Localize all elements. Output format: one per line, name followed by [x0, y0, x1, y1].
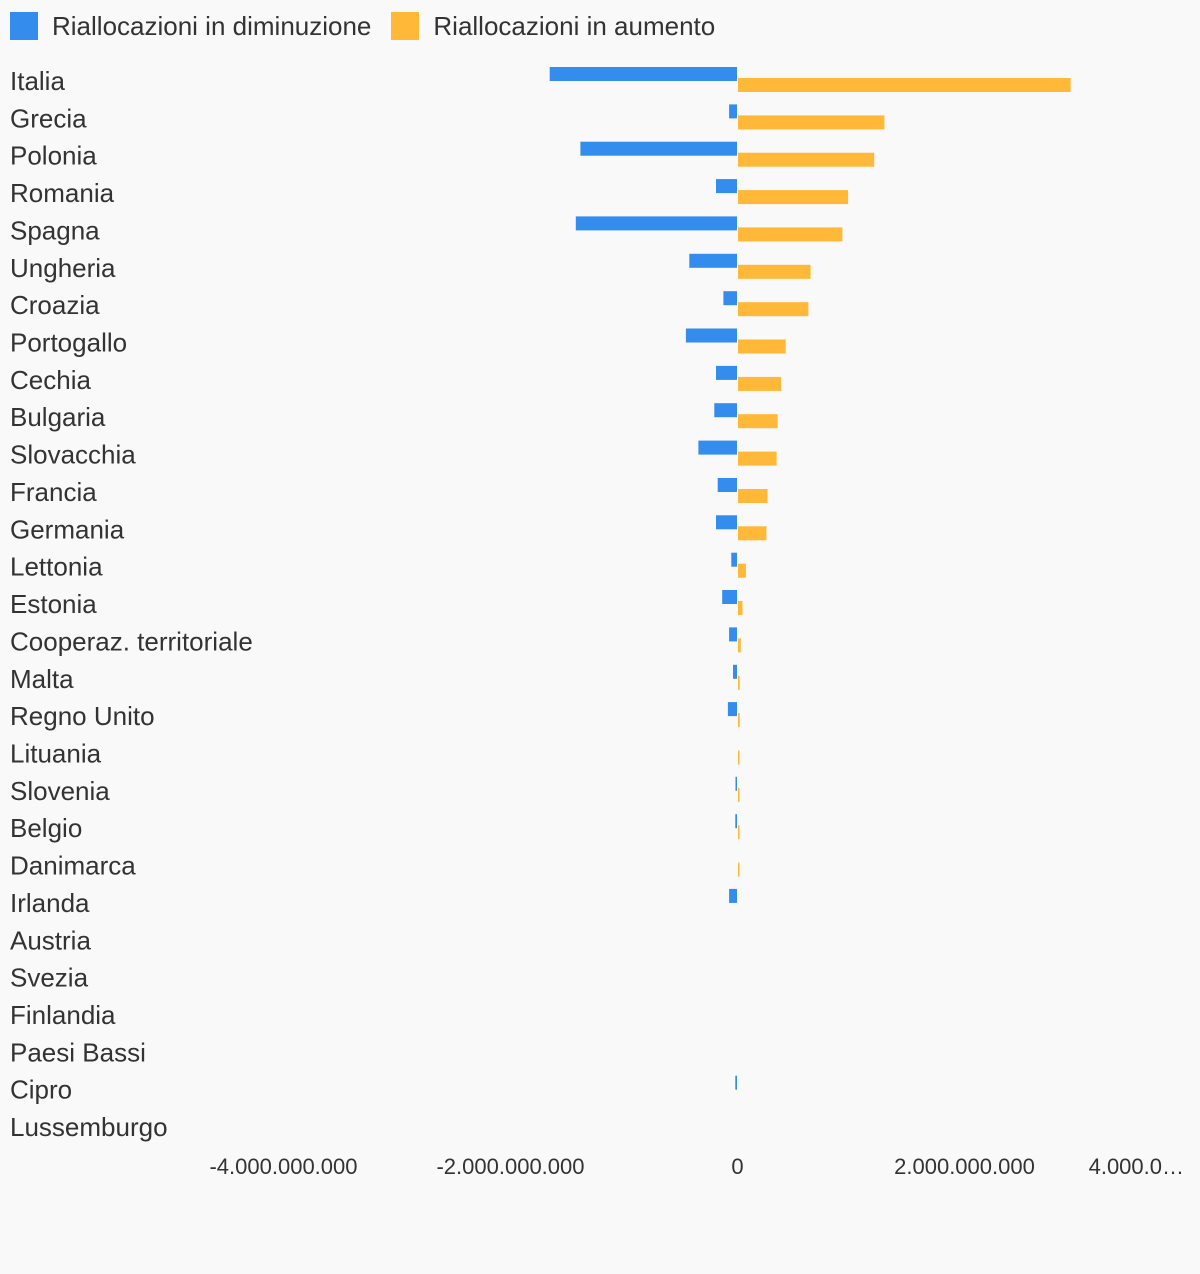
category-label-cechia: Cechia — [10, 365, 91, 395]
bar-increase-francia[interactable] — [738, 489, 768, 503]
category-label-bulgaria: Bulgaria — [10, 402, 106, 432]
category-labels: Italia Grecia Polonia Romania Spagna Ungheria… — [10, 66, 253, 1142]
x-axis: -4.000.000.000 -2.000.000.000 0 2.000.000.0… — [209, 1154, 1184, 1179]
bar-decrease-grecia[interactable] — [729, 104, 737, 119]
category-label-slovacchia: Slovacchia — [10, 440, 136, 470]
bar-increase-malta[interactable] — [738, 675, 740, 690]
category-label-regno-unito: Regno Unito — [10, 701, 155, 731]
bar-increase-croazia[interactable] — [738, 302, 809, 317]
bar-increase-regno-unito[interactable] — [738, 713, 740, 728]
bar-decrease-bulgaria[interactable] — [714, 403, 737, 418]
category-label-austria: Austria — [10, 925, 91, 955]
bar-decrease-polonia[interactable] — [580, 141, 737, 156]
bar-increase-belgio[interactable] — [738, 825, 740, 840]
bar-decrease-cooperaz-territoriale[interactable] — [729, 627, 737, 642]
category-label-finlandia: Finlandia — [10, 1000, 116, 1030]
category-label-irlanda: Irlanda — [10, 888, 90, 918]
bar-decrease-italia[interactable] — [549, 67, 737, 81]
category-label-svezia: Svezia — [10, 963, 89, 993]
bar-decrease-cipro[interactable] — [735, 1075, 737, 1090]
category-label-italia: Italia — [10, 66, 65, 96]
category-label-lussemburgo: Lussemburgo — [10, 1112, 168, 1142]
x-tick-label: 4.000.0… — [1089, 1154, 1184, 1179]
category-label-romania: Romania — [10, 178, 115, 208]
bar-decrease-regno-unito[interactable] — [727, 702, 737, 717]
category-label-grecia: Grecia — [10, 103, 87, 133]
bar-decrease-belgio[interactable] — [735, 814, 737, 829]
bar-increase-cooperaz-territoriale[interactable] — [738, 638, 741, 653]
bar-increase-grecia[interactable] — [738, 115, 885, 130]
bar-decrease-ungheria[interactable] — [689, 253, 737, 268]
category-label-germania: Germania — [10, 514, 125, 544]
category-label-malta: Malta — [10, 664, 74, 694]
bar-increase-polonia[interactable] — [738, 152, 875, 167]
legend-label-increase: Riallocazioni in aumento — [433, 10, 716, 41]
category-label-lituania: Lituania — [10, 738, 102, 768]
bar-decrease-francia[interactable] — [717, 478, 737, 492]
bar-decrease-lettonia[interactable] — [731, 552, 737, 567]
bar-increase-germania[interactable] — [738, 526, 767, 541]
bar-increase-slovenia[interactable] — [738, 787, 740, 802]
legend: Riallocazioni in diminuzione Riallocazio… — [10, 8, 735, 44]
legend-swatch-increase — [391, 12, 420, 40]
bar-decrease-slovenia[interactable] — [735, 776, 738, 791]
bar-increase-cechia[interactable] — [738, 376, 782, 391]
bar-increase-lettonia[interactable] — [738, 563, 746, 578]
bar-increase-bulgaria[interactable] — [738, 414, 778, 429]
bar-decrease-cechia[interactable] — [716, 365, 737, 380]
x-tick-label: 0 — [731, 1154, 743, 1179]
category-label-croazia: Croazia — [10, 290, 100, 320]
category-label-paesi-bassi: Paesi Bassi — [10, 1037, 146, 1067]
bar-increase-danimarca[interactable] — [738, 862, 740, 877]
bar-increase-portogallo[interactable] — [738, 339, 786, 354]
category-label-estonia: Estonia — [10, 589, 97, 619]
category-label-lettonia: Lettonia — [10, 552, 103, 582]
bars — [549, 67, 1071, 1090]
legend-item-decrease[interactable]: Riallocazioni in diminuzione — [10, 11, 371, 42]
category-label-portogallo: Portogallo — [10, 328, 127, 358]
bar-increase-slovacchia[interactable] — [738, 451, 777, 466]
legend-swatch-decrease — [10, 12, 38, 40]
category-label-slovenia: Slovenia — [10, 776, 110, 806]
bar-increase-ungheria[interactable] — [738, 264, 811, 279]
x-tick-label: -2.000.000.000 — [436, 1154, 584, 1179]
bar-decrease-romania[interactable] — [716, 179, 737, 194]
bar-decrease-estonia[interactable] — [722, 590, 737, 604]
bar-increase-lituania[interactable] — [738, 750, 740, 765]
bar-decrease-slovacchia[interactable] — [698, 440, 737, 455]
x-tick-label: -4.000.000.000 — [209, 1154, 357, 1179]
category-label-spagna: Spagna — [10, 215, 100, 245]
category-label-ungheria: Ungheria — [10, 253, 116, 283]
category-label-cipro: Cipro — [10, 1075, 72, 1105]
bar-decrease-spagna[interactable] — [575, 216, 737, 231]
category-label-danimarca: Danimarca — [10, 851, 136, 881]
bar-decrease-croazia[interactable] — [723, 291, 737, 306]
x-tick-label: 2.000.000.000 — [894, 1154, 1035, 1179]
category-label-belgio: Belgio — [10, 813, 82, 843]
bar-decrease-malta[interactable] — [733, 664, 737, 679]
legend-item-increase[interactable]: Riallocazioni in aumento — [391, 11, 715, 42]
bar-decrease-portogallo[interactable] — [685, 328, 737, 343]
category-label-francia: Francia — [10, 477, 97, 507]
bar-increase-estonia[interactable] — [738, 601, 743, 615]
category-label-cooperaz-territoriale: Cooperaz. territoriale — [10, 626, 253, 656]
category-label-polonia: Polonia — [10, 141, 97, 171]
bar-increase-spagna[interactable] — [738, 227, 843, 242]
bar-decrease-germania[interactable] — [716, 515, 737, 530]
bar-increase-italia[interactable] — [738, 78, 1071, 92]
bar-decrease-irlanda[interactable] — [729, 888, 737, 903]
legend-label-decrease: Riallocazioni in diminuzione — [52, 10, 372, 41]
bar-increase-romania[interactable] — [738, 190, 849, 205]
